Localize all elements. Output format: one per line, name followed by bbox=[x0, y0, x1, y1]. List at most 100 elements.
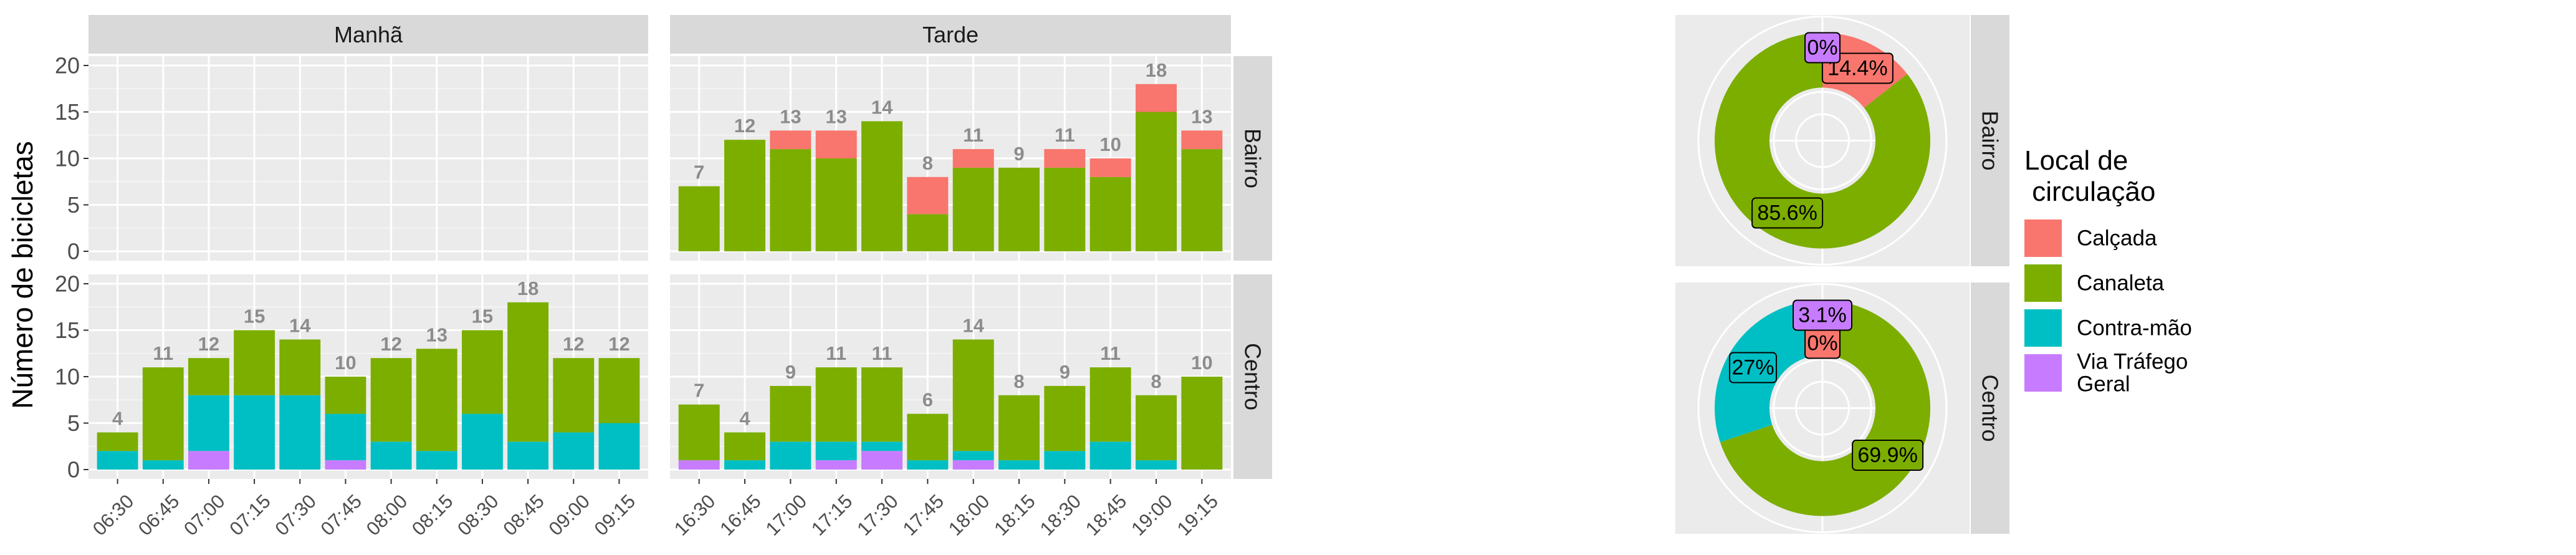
bar-segment-contra-mao-18-45 bbox=[1089, 442, 1131, 470]
donut-label-canaleta: 69.9% bbox=[1857, 443, 1917, 467]
total-label-18-15: 8 bbox=[1013, 370, 1024, 392]
total-label-17-15: 11 bbox=[826, 342, 846, 364]
x-tick-label-16-45: 16:45 bbox=[716, 490, 765, 540]
legend-label-contra-mao: Contra-mão bbox=[2077, 316, 2192, 340]
bar-segment-canaleta-18-15 bbox=[998, 395, 1040, 461]
donut-strip-label-bairro: Bairro bbox=[1978, 110, 2003, 170]
bar-segment-canaleta-19-00 bbox=[1136, 395, 1177, 461]
donut-label-box-canaleta bbox=[1751, 197, 1824, 229]
y-tick-label: 20 bbox=[55, 271, 80, 297]
donut-label-box-via-trafego-geral bbox=[1793, 299, 1852, 331]
donut-strip-centro bbox=[1971, 282, 2009, 534]
bar-segment-calcada-19-00 bbox=[1136, 84, 1177, 112]
bar-chart: Número de bicicletas Manhã Tarde Bairro Cen… bbox=[6, 15, 1272, 540]
donut-label-calcada: 0% bbox=[1807, 332, 1837, 355]
y-tick-label: 0 bbox=[67, 457, 80, 483]
x-tick-label-19-00: 19:00 bbox=[1127, 490, 1177, 540]
total-label-17-45: 8 bbox=[922, 152, 933, 174]
x-tick-label-07-30: 07:30 bbox=[271, 490, 320, 540]
donut-strip-bairro bbox=[1971, 15, 2009, 266]
bar-segment-via-trafego-geral-17-15 bbox=[815, 460, 857, 470]
total-label-18-15: 9 bbox=[1013, 143, 1024, 165]
x-tick-label-09-00: 09:00 bbox=[544, 490, 594, 540]
x-tick-label-07-15: 07:15 bbox=[225, 490, 275, 540]
bar-segment-canaleta-09-00 bbox=[553, 358, 595, 433]
x-tick-label-06-30: 06:30 bbox=[89, 490, 138, 540]
bar-segment-canaleta-16-45 bbox=[724, 432, 765, 461]
bar-segment-contra-mao-07-30 bbox=[279, 395, 321, 470]
bar-segment-calcada-17-45 bbox=[907, 176, 949, 215]
legend-label-canaleta: Canaleta bbox=[2077, 271, 2165, 296]
total-label-16-30: 7 bbox=[694, 162, 704, 183]
bar-segment-canaleta-06-30 bbox=[97, 432, 138, 451]
bar-segment-contra-mao-16-45 bbox=[724, 460, 765, 470]
bar-segment-contra-mao-08-45 bbox=[507, 442, 549, 470]
bar-segment-canaleta-17-30 bbox=[861, 121, 903, 251]
donut-label-contra-mao: 27% bbox=[1732, 356, 1774, 380]
total-label-07-45: 10 bbox=[335, 352, 356, 374]
donut-label-canaleta: 85.6% bbox=[1757, 201, 1817, 225]
bar-segment-canaleta-19-00 bbox=[1136, 112, 1177, 251]
bar-segment-canaleta-08-45 bbox=[507, 302, 549, 442]
donut-panel-bairro: 14.4%85.6%0% bbox=[1675, 15, 1970, 266]
bar-segment-contra-mao-08-00 bbox=[370, 442, 412, 470]
facet-strip-label-bairro: Bairro bbox=[1240, 128, 1266, 188]
total-label-17-00: 9 bbox=[785, 361, 796, 383]
bar-segment-contra-mao-07-15 bbox=[234, 395, 275, 470]
bar-segment-canaleta-18-15 bbox=[998, 167, 1040, 251]
panel-manha-centro: 4 11 12 15 14 10 12 13 15 18 12 12 0 5 10 15 20 06:3006:4… bbox=[55, 271, 648, 540]
bar-segment-canaleta-07-30 bbox=[279, 339, 321, 395]
x-tick-label-17-15: 17:15 bbox=[807, 490, 857, 540]
panel-tarde-bairro: 7 12 13 13 14 8 11 9 11 10 18 13 bbox=[670, 56, 1231, 261]
total-label-17-30: 11 bbox=[872, 342, 893, 364]
bar-segment-contra-mao-06-30 bbox=[97, 451, 138, 470]
donut-slice-canaleta bbox=[1714, 32, 1930, 249]
facet-strip-tarde bbox=[670, 15, 1231, 54]
facet-strip-centro bbox=[1233, 274, 1272, 479]
total-label-17-30: 14 bbox=[871, 96, 893, 118]
bar-segment-calcada-18-30 bbox=[1044, 149, 1086, 168]
total-label-08-15: 13 bbox=[426, 324, 448, 345]
bar-segment-calcada-17-00 bbox=[770, 130, 812, 150]
bar-segment-canaleta-08-15 bbox=[416, 349, 457, 451]
donut-panel-centro: 0% 69.9% 27% 3.1% bbox=[1675, 282, 1970, 534]
bar-segment-via-trafego-geral-17-30 bbox=[861, 451, 903, 470]
legend-title-line-2: circulação bbox=[2024, 176, 2155, 207]
total-label-19-15: 10 bbox=[1191, 352, 1212, 374]
total-label-06-45: 11 bbox=[153, 342, 173, 364]
bar-segment-canaleta-17-45 bbox=[907, 214, 949, 251]
total-label-17-15: 13 bbox=[825, 105, 846, 127]
bar-segment-canaleta-07-15 bbox=[234, 330, 275, 395]
x-tick-label-07-00: 07:00 bbox=[180, 490, 229, 540]
total-label-16-30: 7 bbox=[694, 380, 704, 402]
x-tick-label-06-45: 06:45 bbox=[134, 490, 184, 540]
y-tick-label: 15 bbox=[55, 317, 80, 343]
donut-label-via-trafego-geral: 0% bbox=[1807, 36, 1837, 60]
total-label-06-30: 4 bbox=[112, 407, 123, 429]
y-tick-label: 5 bbox=[67, 410, 80, 436]
bar-segment-canaleta-09-15 bbox=[598, 358, 640, 423]
bar-segment-canaleta-16-30 bbox=[678, 186, 720, 251]
total-label-09-00: 12 bbox=[563, 333, 584, 355]
total-label-17-45: 6 bbox=[922, 389, 933, 411]
x-tick-label-16-30: 16:30 bbox=[670, 490, 720, 540]
bar-segment-canaleta-17-00 bbox=[770, 385, 812, 442]
total-label-17-00: 13 bbox=[780, 105, 801, 127]
bar-segment-contra-mao-18-00 bbox=[952, 451, 994, 461]
bar-segment-canaleta-18-45 bbox=[1089, 176, 1131, 251]
total-label-07-15: 15 bbox=[244, 306, 265, 327]
bar-segment-canaleta-08-00 bbox=[370, 358, 412, 442]
bar-segment-via-trafego-geral-18-00 bbox=[952, 460, 994, 470]
x-tick-label-18-45: 18:45 bbox=[1081, 490, 1131, 540]
donut-strip-label-centro: Centro bbox=[1978, 374, 2003, 442]
legend-label-calcada: Calçada bbox=[2077, 226, 2157, 251]
bar-segment-via-trafego-geral-07-45 bbox=[325, 460, 366, 470]
legend: Local de circulação Calçada Canaleta Contr… bbox=[2024, 145, 2192, 397]
legend-key-contra-mao bbox=[2024, 309, 2062, 347]
facet-strip-manha bbox=[89, 15, 648, 54]
bar-segment-calcada-17-15 bbox=[815, 130, 857, 158]
donut-label-via-trafego-geral: 3.1% bbox=[1798, 304, 1847, 327]
